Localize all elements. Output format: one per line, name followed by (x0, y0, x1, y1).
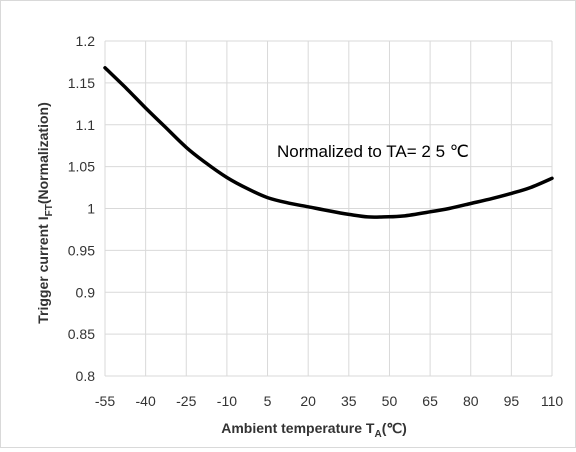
x-tick-label: -55 (95, 393, 115, 409)
x-axis-label-rest: (℃) (382, 420, 407, 436)
grid (104, 40, 553, 377)
x-tick-label: 5 (264, 393, 272, 409)
y-axis-label-sub: FT (44, 204, 55, 216)
y-tick-label: 0.9 (76, 284, 96, 300)
x-tick-label: 50 (382, 393, 398, 409)
x-tick-label: 65 (422, 393, 438, 409)
x-tick-label: 95 (504, 393, 520, 409)
y-tick-label: 1 (87, 201, 95, 217)
y-axis-label-rest: (Normalization) (35, 102, 51, 204)
x-tick-label: -25 (176, 393, 196, 409)
y-tick-label: 0.85 (68, 326, 95, 342)
x-tick-label: 110 (541, 393, 564, 409)
y-axis-label-group: Trigger current IFT(Normalization) (35, 102, 55, 323)
series (103, 66, 554, 219)
y-tick-label: 0.95 (68, 242, 95, 258)
series-line (103, 66, 554, 219)
x-tick-label: -10 (217, 393, 237, 409)
y-tick-label: 1.05 (68, 159, 95, 175)
x-axis-label-sub: A (374, 429, 381, 440)
y-tick-labels: 0.8 0.85 0.9 0.95 1 1.05 1.1 1.15 1.2 (68, 33, 95, 384)
x-tick-label: 80 (463, 393, 479, 409)
y-tick-label: 1.15 (68, 75, 95, 91)
annotation: Normalized to TA= 2 5 ℃ (277, 142, 469, 161)
x-tick-label: 35 (341, 393, 357, 409)
y-tick-label: 1.2 (76, 33, 96, 49)
x-axis-label: Ambient temperature TA(℃) (221, 420, 407, 440)
x-tick-label: -40 (136, 393, 156, 409)
y-axis-label: Trigger current IFT(Normalization) (35, 102, 55, 323)
x-tick-label: 20 (300, 393, 316, 409)
x-tick-labels: -55 -40 -25 -10 5 20 35 50 65 80 95 110 (95, 393, 563, 409)
x-axis-label-main: Ambient temperature T (221, 420, 375, 436)
y-tick-label: 1.1 (76, 117, 96, 133)
y-tick-label: 0.8 (76, 368, 96, 384)
y-axis-label-main: Trigger current I (35, 216, 51, 323)
